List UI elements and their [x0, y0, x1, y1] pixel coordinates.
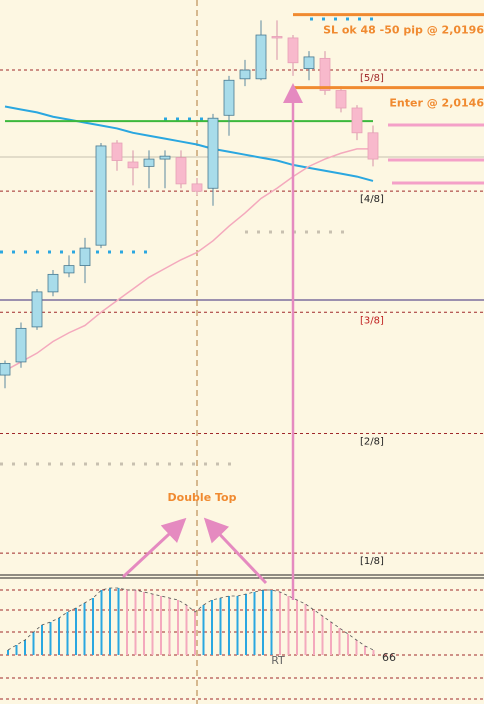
- trade-level-label: SL ok 48 -50 pip @ 2,0196: [323, 24, 484, 37]
- candle-body: [175, 157, 187, 185]
- candle-body: [239, 69, 251, 80]
- candle-body: [335, 90, 347, 109]
- moving-average: [4, 148, 373, 372]
- candle-body: [15, 327, 27, 363]
- annotation: Double Top: [168, 491, 237, 504]
- marker-label: RT: [271, 654, 285, 667]
- candle-body: [143, 158, 155, 167]
- candle-body: [111, 142, 123, 161]
- candle-body: [63, 265, 75, 274]
- candle-body: [191, 183, 203, 192]
- candle-body: [127, 161, 139, 169]
- overlay: Double Top RT 66: [121, 83, 396, 667]
- candle-body: [0, 362, 11, 376]
- moving-average: [4, 105, 374, 182]
- candle-body: [303, 56, 315, 69]
- histogram-envelope: [7, 587, 374, 651]
- candle-body: [223, 79, 235, 116]
- murrey-label: [5/8]: [360, 73, 384, 84]
- trade-level-label: Enter @ 2,0146: [389, 97, 484, 110]
- period-label: 66: [382, 651, 396, 664]
- murrey-label: [2/8]: [360, 436, 384, 447]
- murrey-label: [1/8]: [360, 556, 384, 567]
- murrey-label: [4/8]: [360, 194, 384, 205]
- candle-body: [79, 247, 91, 267]
- candle-body: [159, 155, 171, 160]
- candle-body: [31, 291, 43, 328]
- candle-body: [47, 273, 59, 293]
- candle-body: [287, 37, 299, 64]
- arrow: [203, 517, 268, 585]
- candle-body: [255, 34, 267, 80]
- candle-body: [367, 132, 379, 160]
- murrey-label: [3/8]: [360, 315, 384, 326]
- price-pane: [5/8] [4/8] [3/8] [2/8] [1/8] SL ok 48 -50 pi…: [0, 13, 484, 567]
- candle-body: [95, 145, 107, 246]
- candle-body: [319, 57, 331, 91]
- candle-body: [207, 117, 219, 189]
- arrow: [121, 517, 187, 579]
- candle-body: [351, 107, 363, 134]
- candle-body: [271, 36, 283, 39]
- indicator-pane: [7, 587, 375, 655]
- indicator-grid: [0, 589, 484, 700]
